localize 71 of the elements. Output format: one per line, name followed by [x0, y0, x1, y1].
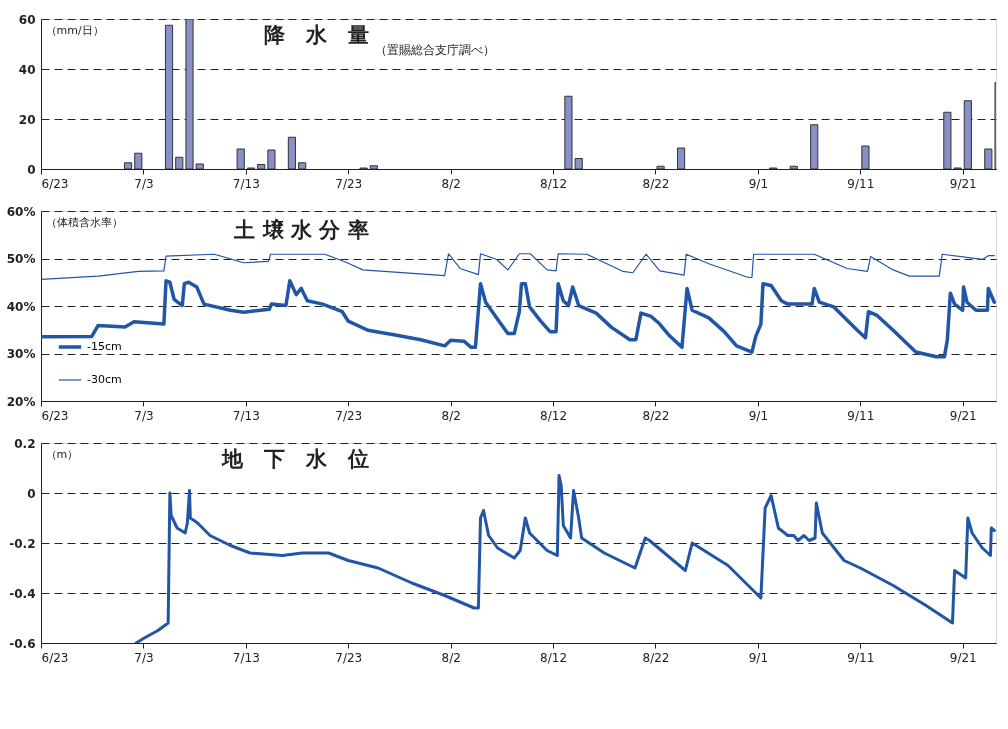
x-tick-label: 9/21	[949, 176, 977, 191]
bar	[257, 164, 266, 169]
y-tick-label: -0.2	[9, 536, 36, 551]
x-tick-label: 7/3	[134, 650, 154, 665]
bar	[861, 145, 870, 169]
y-tick-label: 50%	[6, 252, 36, 266]
x-tick-label: 8/2	[441, 408, 461, 423]
chart-title: 地 下 水 位	[220, 447, 369, 471]
x-tick-label: 7/13	[232, 176, 260, 191]
y-tick-label: -0.6	[9, 636, 36, 651]
x-tick-label: 6/23	[41, 650, 69, 665]
x-tick-label: 8/12	[540, 650, 568, 665]
x-tick-label: 7/23	[335, 408, 363, 423]
x-tick-label: 7/13	[232, 408, 260, 423]
x-tick-label: 9/21	[949, 408, 977, 423]
legend-label: -30cm	[87, 373, 122, 386]
y-tick-label: 40	[18, 62, 36, 77]
bar	[195, 163, 204, 169]
y-axis-title: （m）	[45, 447, 79, 461]
bar	[236, 148, 245, 169]
y-tick-label: 0	[27, 486, 36, 501]
legend-label: -15cm	[87, 340, 122, 353]
x-tick-label: 8/22	[642, 176, 670, 191]
x-tick-label: 9/1	[748, 408, 769, 423]
x-tick-label: 8/2	[441, 650, 461, 665]
bar	[677, 147, 686, 169]
y-tick-label: 30%	[6, 347, 36, 361]
x-tick-label: 7/3	[134, 176, 154, 191]
x-tick-label: 7/3	[134, 408, 154, 423]
x-tick-label: 6/23	[41, 408, 69, 423]
x-tick-label: 8/12	[540, 408, 568, 423]
y-axis-title: （体積含水率）	[45, 215, 123, 229]
bar	[963, 100, 972, 169]
x-tick-label: 9/1	[748, 650, 769, 665]
y-axis-title: （mm/日）	[45, 23, 104, 37]
bar	[287, 136, 296, 169]
bar	[164, 24, 174, 169]
y-tick-label: 40%	[6, 299, 36, 314]
chart-title: 土 壌 水 分 率	[233, 218, 369, 242]
x-tick-label: 7/13	[232, 650, 260, 665]
x-tick-label: 8/22	[642, 408, 670, 423]
y-tick-label: 0	[27, 162, 36, 177]
x-tick-label: 6/23	[41, 176, 69, 191]
y-tick-label: 20%	[6, 394, 36, 409]
text: （置賜総合支庁調べ）	[375, 43, 496, 57]
y-tick-label: 60	[18, 12, 36, 27]
bar	[656, 165, 665, 169]
bar	[123, 162, 133, 169]
y-tick-label: 20	[18, 112, 36, 127]
bar	[298, 162, 307, 169]
x-tick-label: 9/11	[847, 650, 875, 665]
x-tick-label: 9/11	[847, 408, 875, 423]
y-tick-label: 0.2	[14, 436, 36, 451]
chart-title: 降 水 量	[263, 23, 369, 47]
x-tick-label: 9/11	[847, 176, 875, 191]
x-tick-label: 8/12	[540, 176, 568, 191]
x-tick-label: 7/23	[335, 650, 363, 665]
x-tick-label: 8/22	[642, 650, 670, 665]
bar	[369, 165, 378, 169]
bar	[175, 156, 184, 169]
x-tick-label: 9/21	[949, 650, 977, 665]
bar	[810, 124, 819, 169]
y-tick-label: 60%	[6, 204, 36, 219]
bar	[134, 152, 143, 169]
y-tick-label: -0.4	[9, 586, 36, 601]
bar	[789, 165, 798, 169]
bar	[185, 19, 194, 169]
x-tick-label: 8/2	[441, 176, 461, 191]
bar	[267, 149, 276, 169]
x-tick-label: 7/23	[335, 176, 363, 191]
x-tick-label: 9/1	[748, 176, 769, 191]
